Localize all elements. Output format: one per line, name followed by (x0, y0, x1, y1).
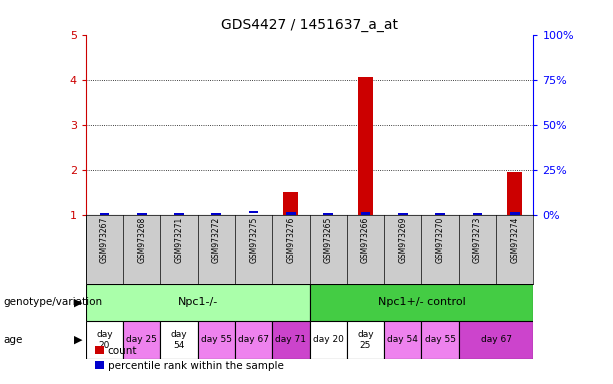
Bar (86, 284, 310, 321)
Text: genotype/variation: genotype/variation (3, 297, 102, 308)
Bar (286, 212, 295, 215)
Text: day
54: day 54 (171, 330, 188, 349)
Text: GSM973267: GSM973267 (100, 217, 109, 263)
Bar (435, 213, 445, 215)
Text: GSM973273: GSM973273 (473, 217, 482, 263)
Text: GSM973275: GSM973275 (249, 217, 258, 263)
Text: day 54: day 54 (387, 335, 418, 344)
Bar (360, 212, 370, 215)
Bar (174, 213, 184, 215)
Text: day
20: day 20 (96, 330, 113, 349)
Text: GSM973268: GSM973268 (137, 217, 147, 263)
Bar (421, 321, 459, 359)
Bar (100, 213, 109, 215)
Text: day
25: day 25 (357, 330, 374, 349)
Bar (249, 210, 259, 213)
Bar (398, 213, 408, 215)
Bar (283, 192, 299, 215)
Bar (137, 213, 147, 215)
Text: GSM973271: GSM973271 (175, 217, 183, 263)
Text: Npc1-/-: Npc1-/- (178, 297, 218, 308)
Legend: count, percentile rank within the sample: count, percentile rank within the sample (91, 341, 287, 375)
Bar (197, 321, 235, 359)
Text: GSM973266: GSM973266 (361, 217, 370, 263)
Bar (459, 321, 533, 359)
Text: ▶: ▶ (74, 297, 83, 308)
Text: day 67: day 67 (238, 335, 269, 344)
Text: GSM973270: GSM973270 (436, 217, 444, 263)
Bar (310, 284, 533, 321)
Bar (510, 212, 519, 215)
Bar (324, 213, 333, 215)
Text: GSM973274: GSM973274 (510, 217, 519, 263)
Bar (473, 213, 482, 215)
Text: GSM973269: GSM973269 (398, 217, 407, 263)
Bar (507, 172, 522, 215)
Text: ▶: ▶ (74, 335, 83, 345)
Bar (161, 321, 197, 359)
Bar (123, 321, 161, 359)
Bar (211, 213, 221, 215)
Bar (86, 321, 123, 359)
Bar (384, 321, 421, 359)
Text: day 20: day 20 (313, 335, 344, 344)
Text: Npc1+/- control: Npc1+/- control (378, 297, 465, 308)
Text: day 71: day 71 (275, 335, 306, 344)
Text: day 55: day 55 (201, 335, 232, 344)
Bar (347, 321, 384, 359)
Text: day 67: day 67 (481, 335, 511, 344)
Title: GDS4427 / 1451637_a_at: GDS4427 / 1451637_a_at (221, 18, 398, 32)
Bar (310, 321, 347, 359)
Text: day 55: day 55 (425, 335, 455, 344)
Text: GSM973272: GSM973272 (212, 217, 221, 263)
Bar (235, 321, 272, 359)
Text: GSM973276: GSM973276 (286, 217, 295, 263)
Text: day 25: day 25 (126, 335, 157, 344)
Text: GSM973265: GSM973265 (324, 217, 333, 263)
Bar (358, 78, 373, 215)
Bar (272, 321, 310, 359)
Text: age: age (3, 335, 23, 345)
